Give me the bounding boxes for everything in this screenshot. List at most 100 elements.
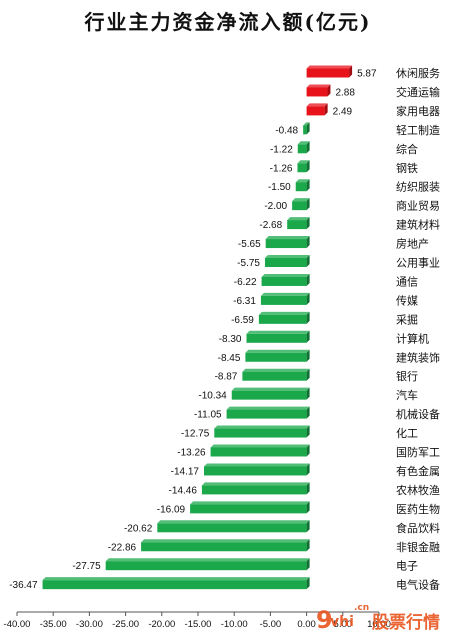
bar xyxy=(303,122,310,135)
bar-side-face xyxy=(306,311,310,324)
bar-front-face xyxy=(306,87,328,97)
x-tick-label: -20.00 xyxy=(148,619,175,630)
bar-front-face xyxy=(214,428,307,438)
x-tick-label: -25.00 xyxy=(112,619,139,630)
svg-text:9: 9 xyxy=(316,606,333,634)
bar-value-label: -6.31 xyxy=(233,296,256,307)
x-tick-label: 0.00 xyxy=(297,619,316,630)
category-label: 电子 xyxy=(396,560,418,573)
bar-value-label: -0.48 xyxy=(275,125,298,136)
bar-front-face xyxy=(105,561,307,571)
bar-value-label: -36.47 xyxy=(9,580,38,591)
bar-side-face xyxy=(306,387,310,400)
category-label: 纺织服装 xyxy=(396,180,440,194)
bar-top-face xyxy=(261,273,310,277)
bar-top-face xyxy=(204,463,310,467)
x-tick-label: -10.00 xyxy=(221,619,248,630)
x-tick-label: -30.00 xyxy=(76,619,103,630)
category-label: 交通运输 xyxy=(396,85,440,99)
category-label: 商业贸易 xyxy=(396,199,440,213)
bar-value-label: 2.49 xyxy=(333,106,353,117)
bar-value-label: -8.87 xyxy=(215,372,238,383)
bar-top-face xyxy=(297,160,310,164)
bar-side-face xyxy=(306,368,310,381)
bar-top-face xyxy=(245,349,310,353)
bar xyxy=(287,217,310,230)
x-tick-label: -15.00 xyxy=(185,619,212,630)
category-label: 建筑材料 xyxy=(396,218,440,232)
bar xyxy=(231,387,310,400)
bar-side-face xyxy=(306,160,310,173)
bar-value-label: -8.30 xyxy=(219,334,242,345)
bar-top-face xyxy=(157,520,310,524)
category-label: 钢铁 xyxy=(396,162,418,175)
category-label: 汽车 xyxy=(396,388,418,402)
bar-front-face xyxy=(210,447,307,457)
bar-side-face xyxy=(306,198,310,211)
bar-front-face xyxy=(306,106,325,116)
x-tick-label: -40.00 xyxy=(4,619,31,630)
bar-front-face xyxy=(258,314,307,324)
bar xyxy=(258,311,310,324)
bar-top-face xyxy=(260,292,310,296)
bar-side-face xyxy=(306,558,310,571)
bar-top-face xyxy=(42,577,310,581)
category-label: 食品饮料 xyxy=(396,521,440,535)
bar-value-label: -10.34 xyxy=(198,391,227,402)
bar-front-face xyxy=(190,504,307,514)
bar-side-face xyxy=(306,217,310,230)
bar-front-face xyxy=(246,333,307,343)
bar xyxy=(265,236,310,249)
category-label: 通信 xyxy=(396,275,418,288)
bar-front-face xyxy=(297,144,307,154)
x-tick-label: 5.00 xyxy=(334,619,353,630)
bar-top-face xyxy=(258,311,310,315)
category-label: 机械设备 xyxy=(396,407,440,421)
bar-front-face xyxy=(204,466,307,476)
bar-side-face xyxy=(306,236,310,249)
bar xyxy=(242,368,310,381)
bar-value-label: -2.68 xyxy=(259,220,282,231)
bar-side-face xyxy=(306,520,310,533)
bar-value-label: -5.65 xyxy=(238,239,261,250)
svg-text:.cn: .cn xyxy=(354,603,369,613)
bars-group: 5.87 休闲服务 2.88 交通运输 2.49 家用电器 -0.48 轻工制造 -1.22 综合… xyxy=(9,65,440,592)
category-label: 银行 xyxy=(396,369,418,383)
bar-front-face xyxy=(42,580,307,590)
bar-value-label: -14.17 xyxy=(171,466,200,477)
bar xyxy=(210,444,310,457)
bar-front-face xyxy=(231,390,307,400)
bar-value-label: -1.22 xyxy=(270,144,293,155)
bar xyxy=(105,558,310,571)
bar-side-face xyxy=(306,406,310,419)
bar-side-face xyxy=(306,539,310,552)
bar-side-face xyxy=(306,273,310,286)
bar-side-face xyxy=(306,425,310,438)
bar-front-face xyxy=(265,239,307,249)
bar-top-face xyxy=(306,103,328,107)
bar-value-label: -1.50 xyxy=(268,182,291,193)
bar-side-face xyxy=(324,103,328,116)
bar-top-face xyxy=(242,368,310,372)
bar-side-face xyxy=(306,501,310,514)
bar xyxy=(260,292,310,305)
category-label: 农林牧渔 xyxy=(396,483,440,497)
bar-side-face xyxy=(306,292,310,305)
category-label: 轻工制造 xyxy=(396,123,440,137)
bar-front-face xyxy=(261,276,307,286)
bar xyxy=(226,406,310,419)
bar-top-face xyxy=(303,122,310,126)
bar xyxy=(306,103,328,116)
watermark-logo-icon: 9 vhi .cn xyxy=(316,603,369,634)
x-tick-label: -5.00 xyxy=(260,619,282,630)
bar-top-face xyxy=(141,539,310,543)
bar xyxy=(201,482,310,495)
bar-value-label: -16.09 xyxy=(157,504,186,515)
bar-value-label: -20.62 xyxy=(124,523,153,534)
bar xyxy=(245,349,310,362)
bar-front-face xyxy=(157,523,307,533)
bar-side-face xyxy=(306,577,310,590)
bar-top-face xyxy=(306,65,353,69)
bar-top-face xyxy=(292,198,310,202)
